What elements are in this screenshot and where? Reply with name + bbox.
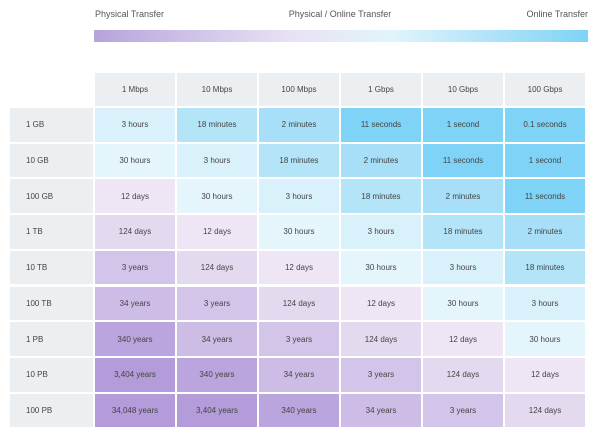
table-cell: 30 hours [505,322,585,356]
header-right: Online Transfer [526,9,588,19]
table-cell: 34,048 years [95,393,175,428]
row-label: 10 TB [10,250,93,285]
table-cell: 12 days [423,322,503,356]
header-left: Physical Transfer [95,9,165,19]
gradient-bar [94,30,588,42]
table-cell: 3 years [341,357,421,392]
table-cell: 1 second [505,143,585,178]
table-cell: 34 years [259,357,339,392]
table-cell: 30 hours [177,179,257,214]
row-label: 100 PB [10,393,93,428]
table-cell: 30 hours [95,143,175,178]
table-cell: 3 hours [341,215,421,249]
row-label: 100 GB [10,179,93,214]
table-cell: 30 hours [259,215,339,249]
table-cell: 18 minutes [259,143,339,178]
table-cell: 3 years [177,286,257,321]
table-cell: 18 minutes [423,215,503,249]
row-label: 10 PB [10,357,93,392]
table-cell: 30 hours [341,250,421,285]
table-cell: 340 years [259,393,339,428]
row-label: 1 PB [10,322,93,356]
table-cell: 1 second [423,108,503,142]
header-center: Physical / Online Transfer [288,9,392,19]
table-cell: 2 minutes [505,215,585,249]
column-header: 10 Gbps [423,73,503,106]
table-cell: 30 hours [423,286,503,321]
table-cell: 12 days [341,286,421,321]
table-cell: 12 days [95,179,175,214]
column-header: 100 Gbps [505,73,585,106]
table-cell: 34 years [177,322,257,356]
table-cell: 18 minutes [505,250,585,285]
table-cell: 18 minutes [341,179,421,214]
table-cell: 3,404 years [177,393,257,428]
table-cell: 18 minutes [177,108,257,142]
column-header: 1 Gbps [341,73,421,106]
table-cell: 2 minutes [423,179,503,214]
table-cell: 3 years [259,322,339,356]
table-cell: 124 days [341,322,421,356]
table-cell: 3 hours [259,179,339,214]
table-cell: 3 hours [95,108,175,142]
table-cell: 3,404 years [95,357,175,392]
table-cell: 34 years [341,393,421,428]
table-cell: 3 hours [423,250,503,285]
table-cell: 11 seconds [341,108,421,142]
table-cell: 3 years [95,250,175,285]
table-cell: 0.1 seconds [505,108,585,142]
table-cell: 11 seconds [423,143,503,178]
table-cell: 124 days [259,286,339,321]
table-cell: 340 years [177,357,257,392]
table-cell: 12 days [259,250,339,285]
row-label: 100 TB [10,286,93,321]
table-cell: 11 seconds [505,179,585,214]
column-header: 1 Mbps [95,73,175,106]
column-header: 10 Mbps [177,73,257,106]
table-cell: 3 years [423,393,503,428]
table-cell: 3 hours [177,143,257,178]
table-cell: 12 days [505,357,585,392]
table-cell: 124 days [423,357,503,392]
table-cell: 124 days [505,393,585,428]
table-cell: 12 days [177,215,257,249]
table-cell: 2 minutes [259,108,339,142]
row-label: 10 GB [10,143,93,178]
table-cell: 3 hours [505,286,585,321]
column-header: 100 Mbps [259,73,339,106]
row-label: 1 GB [10,108,93,142]
table-cell: 2 minutes [341,143,421,178]
table-cell: 340 years [95,322,175,356]
table-cell: 34 years [95,286,175,321]
table-cell: 124 days [95,215,175,249]
row-label: 1 TB [10,215,93,249]
table-cell: 124 days [177,250,257,285]
